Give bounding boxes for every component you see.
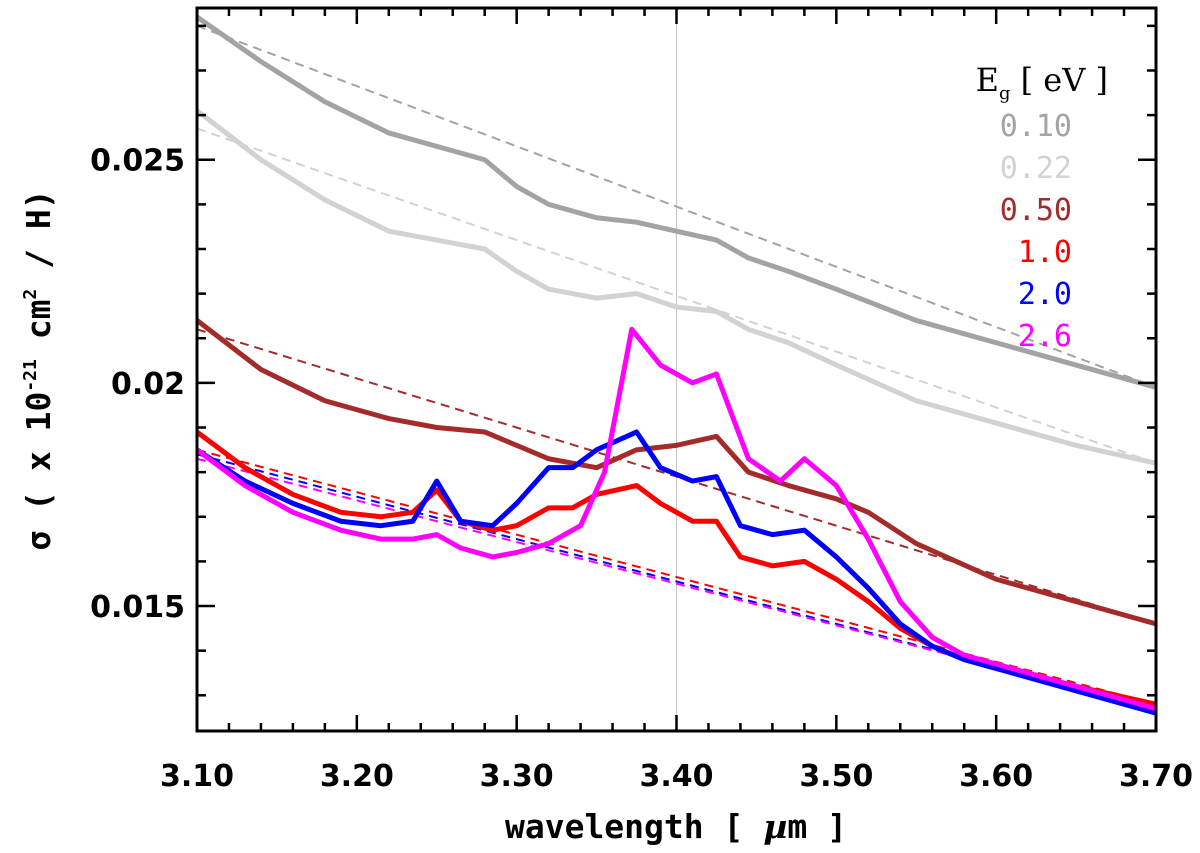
y-tick-labels: 0.015 0.02 0.025 (90, 144, 185, 625)
series-line-0.22 (197, 108, 1156, 466)
x-tick-labels: 3.10 3.20 3.30 3.40 3.50 3.60 3.70 (160, 759, 1193, 794)
legend-entry-2.0: 2.0 (1018, 277, 1072, 312)
legend-entry-1.0: 1.0 (1018, 235, 1072, 270)
x-tick-label: 3.60 (959, 759, 1033, 794)
series-layer (197, 14, 1156, 716)
series-line-2.0 (197, 429, 1156, 716)
legend-title: Eg [ eV ] (976, 61, 1108, 104)
x-tick-label: 3.70 (1119, 759, 1193, 794)
y-tick-label: 0.02 (111, 367, 185, 402)
legend: Eg [ eV ] 0.10 0.22 0.50 1.0 2.0 2.6 (976, 61, 1108, 354)
legend-entry-2.6: 2.6 (1018, 319, 1072, 354)
legend-entry-0.10: 0.10 (1000, 109, 1072, 144)
x-tick-label: 3.40 (639, 759, 713, 794)
legend-entry-0.50: 0.50 (1000, 193, 1072, 228)
x-tick-label: 3.50 (799, 759, 873, 794)
x-axis-label: wavelength [ µm ] (505, 807, 847, 846)
plot-frame (195, 6, 1158, 733)
baseline-0.22 (197, 127, 1156, 465)
y-axis-label: σ ( x 10-21 cm2 / H) (19, 189, 58, 550)
y-tick-label: 0.025 (90, 144, 185, 179)
legend-entry-0.22: 0.22 (1000, 151, 1072, 186)
series-line-0.50 (197, 318, 1156, 627)
x-tick-label: 3.30 (480, 759, 554, 794)
x-tick-label: 3.20 (320, 759, 394, 794)
x-tick-label: 3.10 (160, 759, 234, 794)
series-line-0.10 (197, 14, 1156, 390)
y-tick-label: 0.015 (90, 590, 185, 625)
series-line-2.6 (197, 326, 1156, 712)
baseline-0.10 (197, 24, 1156, 389)
